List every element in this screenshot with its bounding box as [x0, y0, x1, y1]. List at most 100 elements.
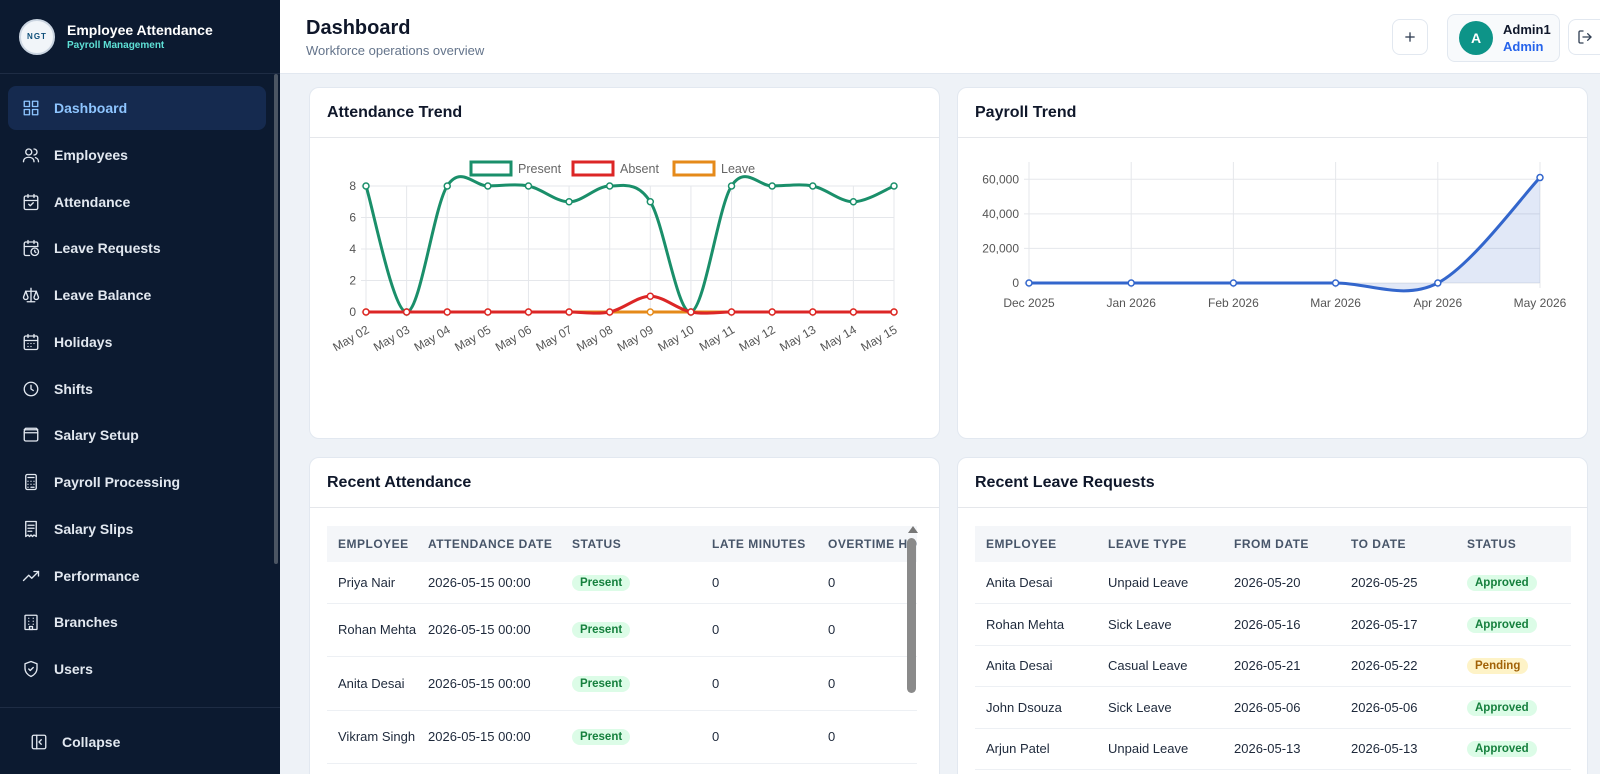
leave-type-cell: Sick Leave: [1097, 603, 1223, 646]
data-point: [1229, 279, 1238, 287]
series-line-present: [364, 175, 895, 314]
app-title: Employee Attendance: [67, 22, 213, 38]
table-scrollbar[interactable]: [907, 538, 916, 693]
sidebar-item-label: Branches: [54, 614, 118, 631]
sidebar-item-employees[interactable]: Employees: [8, 133, 266, 177]
x-tick-label: May 05: [452, 322, 493, 354]
data-point: [768, 308, 776, 316]
table-row[interactable]: Rohan Mehta Sick Leave 2026-05-16 2026-05-1…: [975, 603, 1571, 646]
sidebar-item-shifts[interactable]: Shifts: [8, 367, 266, 411]
y-tick-label: 40,000: [982, 207, 1019, 221]
table-row[interactable]: Anita Desai Unpaid Leave 2026-05-20 2026-05…: [975, 562, 1571, 604]
data-point: [362, 308, 370, 316]
status-badge: Approved: [1467, 699, 1537, 716]
collapse-button[interactable]: Collapse: [16, 720, 274, 764]
x-tick-label: May 13: [777, 322, 818, 354]
table-row[interactable]: Anita Desai Casual Leave 2026-05-21 2026-05…: [975, 645, 1571, 687]
data-point: [362, 182, 370, 190]
logout-button[interactable]: [1568, 19, 1600, 55]
recent-attendance-card: Recent Attendance EMPLOYEE ATTENDANCE DAT…: [309, 457, 940, 774]
sidebar-item-label: Holidays: [54, 333, 113, 350]
sidebar-item-users[interactable]: Users: [8, 647, 266, 691]
sidebar-item-branches[interactable]: Branches: [8, 600, 266, 644]
status-cell: Approved: [1456, 686, 1571, 729]
leave-type-cell: Sick Leave: [1097, 686, 1223, 729]
calendar-days-icon: [22, 333, 40, 351]
from-date-cell: 2026-05-20: [1223, 562, 1340, 604]
table-row[interactable]: Arjun Patel Unpaid Leave 2026-05-13 2026-05…: [975, 728, 1571, 770]
table-row[interactable]: Rohan Mehta 2026-05-15 00:00 Present 0 0: [327, 603, 917, 657]
column-header[interactable]: LEAVE TYPE: [1097, 526, 1223, 562]
sidebar-item-leave-balance[interactable]: Leave Balance: [8, 273, 266, 317]
status-cell: Pending: [1456, 645, 1571, 687]
user-role: Admin: [1503, 39, 1544, 54]
overtime-cell: 0: [817, 603, 917, 657]
recent-attendance-table-wrap[interactable]: EMPLOYEE ATTENDANCE DATE STATUS LATE MINUTE…: [327, 526, 917, 774]
date-cell: 2026-05-15 00:00: [417, 562, 561, 604]
sidebar-item-label: Leave Balance: [54, 287, 152, 303]
data-point: [646, 308, 655, 316]
sidebar-item-salary-setup[interactable]: Salary Setup: [8, 413, 266, 457]
x-tick-label: May 02: [330, 322, 371, 354]
column-header[interactable]: FROM DATE: [1223, 526, 1340, 562]
status-cell: Present: [561, 710, 701, 764]
column-header[interactable]: STATUS: [1456, 526, 1571, 562]
status-cell: Approved: [1456, 562, 1571, 604]
company-logo: NGT: [19, 18, 55, 55]
x-tick-label: May 2026: [1514, 296, 1567, 310]
x-tick-label: Mar 2026: [1310, 296, 1361, 310]
sidebar-item-leave-requests[interactable]: Leave Requests: [8, 226, 266, 270]
status-badge: Approved: [1467, 575, 1537, 591]
column-header[interactable]: EMPLOYEE: [327, 526, 417, 562]
data-point: [849, 198, 858, 206]
overtime-cell: 0: [817, 562, 917, 604]
table-row[interactable]: Priya Nair 2026-05-15 00:00 Present 0 0: [327, 562, 917, 604]
brand[interactable]: NGT Employee Attendance Payroll Manageme…: [0, 0, 280, 74]
recent-leave-table-wrap[interactable]: EMPLOYEE LEAVE TYPE FROM DATE TO DATE STATUS…: [975, 526, 1571, 774]
column-header[interactable]: EMPLOYEE: [975, 526, 1097, 562]
to-date-cell: 2026-05-22: [1340, 645, 1456, 687]
data-point: [605, 182, 614, 190]
sidebar-scrollbar[interactable]: [274, 74, 278, 564]
x-tick-label: Dec 2025: [1003, 296, 1055, 310]
x-tick-label: May 12: [737, 322, 778, 354]
table-row[interactable]: Anita Desai 2026-05-15 00:00 Present 0 0: [327, 656, 917, 711]
status-cell: Approved: [1456, 603, 1571, 646]
x-tick-label: May 03: [371, 322, 412, 354]
employee-cell: Anita Desai: [975, 562, 1097, 604]
logout-icon: [1577, 30, 1592, 44]
table-row[interactable]: Vikram Singh 2026-05-15 00:00 Present 0 0: [327, 710, 917, 764]
column-header[interactable]: TO DATE: [1340, 526, 1456, 562]
sidebar-item-payroll-processing[interactable]: Payroll Processing: [8, 460, 266, 504]
shield-icon: [22, 660, 40, 678]
x-tick-label: May 15: [858, 322, 899, 354]
data-point: [1536, 173, 1544, 182]
employee-cell: Arjun Patel: [975, 728, 1097, 770]
sidebar-item-dashboard[interactable]: Dashboard: [8, 86, 266, 130]
user-menu[interactable]: A Admin1 Admin: [1447, 14, 1560, 62]
column-header[interactable]: ATTENDANCE DATE: [417, 526, 561, 562]
data-point: [1127, 279, 1135, 287]
column-header[interactable]: STATUS: [561, 526, 701, 562]
data-point: [768, 182, 776, 190]
app-subtitle: Payroll Management: [67, 40, 165, 51]
sidebar-item-label: Attendance: [54, 193, 131, 210]
sidebar-item-holidays[interactable]: Holidays: [8, 320, 266, 364]
table-row[interactable]: John Dsouza Sick Leave 2026-05-06 2026-05-0…: [975, 686, 1571, 729]
card-title: Recent Leave Requests: [958, 458, 1587, 508]
x-tick-label: May 07: [533, 322, 574, 354]
column-header[interactable]: LATE MINUTES: [701, 526, 817, 562]
sidebar-item-performance[interactable]: Performance: [8, 554, 266, 598]
sidebar-item-attendance[interactable]: Attendance: [8, 180, 266, 224]
column-header[interactable]: OVERTIME HO: [817, 526, 917, 562]
employee-cell: Anita Desai: [975, 645, 1097, 687]
receipt-icon: [22, 520, 40, 538]
sidebar-item-salary-slips[interactable]: Salary Slips: [8, 507, 266, 551]
x-tick-label: Apr 2026: [1413, 296, 1462, 310]
status-cell: Approved: [1456, 728, 1571, 770]
scroll-up-arrow[interactable]: [908, 526, 918, 533]
add-button[interactable]: [1392, 19, 1428, 55]
y-tick-label: 0: [349, 305, 356, 319]
x-tick-label: Jan 2026: [1107, 296, 1157, 310]
data-point: [646, 292, 655, 300]
